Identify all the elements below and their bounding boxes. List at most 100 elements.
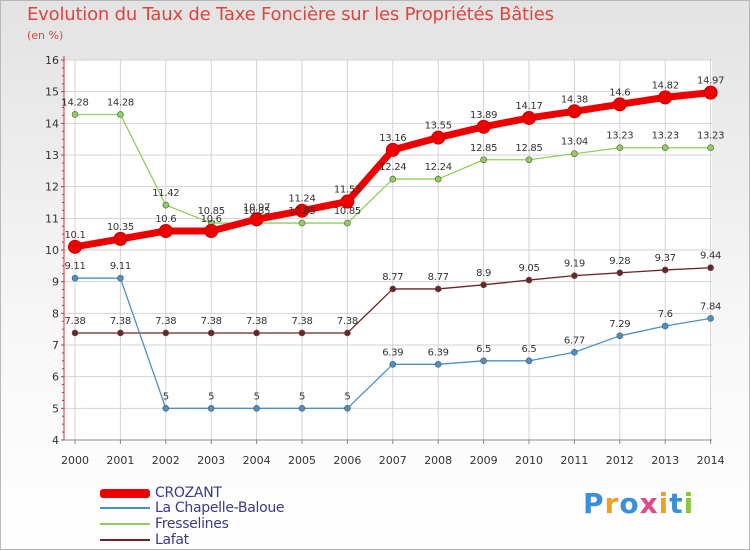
data-label: 7.38	[201, 316, 222, 327]
x-tick-label: 2002	[152, 454, 180, 467]
y-tick-label: 11	[45, 212, 59, 225]
data-point	[571, 348, 578, 356]
data-label: 13.23	[652, 131, 679, 142]
legend-item-la-chapelle-baloue: La Chapelle-Baloue	[100, 500, 285, 516]
data-point	[616, 269, 624, 277]
data-label: 6.77	[564, 335, 585, 346]
data-label: 13.23	[697, 131, 724, 142]
legend-swatch-crozant	[100, 488, 150, 498]
x-tick-label: 2007	[379, 454, 407, 467]
data-point	[249, 212, 264, 227]
data-point	[71, 274, 79, 282]
data-label: 7.29	[609, 319, 630, 330]
y-tick-label: 12	[45, 181, 59, 194]
logo-letter: t	[669, 487, 684, 520]
data-label: 8.9	[476, 268, 491, 279]
data-point	[661, 322, 669, 330]
data-point	[703, 85, 718, 100]
y-tick-label: 8	[52, 307, 59, 320]
data-point	[253, 405, 260, 412]
y-tick-label: 7	[52, 339, 59, 352]
data-label: 6.5	[476, 344, 491, 355]
logo-letter: r	[604, 487, 620, 520]
data-point	[389, 285, 397, 293]
data-label: 12.85	[515, 143, 542, 154]
data-label: 10.35	[107, 222, 134, 233]
y-tick-label: 14	[45, 117, 59, 130]
data-label: 5	[163, 391, 169, 402]
x-tick-label: 2012	[606, 454, 634, 467]
data-label: 7.84	[700, 301, 721, 312]
logo-letter: x	[639, 487, 659, 520]
data-label: 10.97	[243, 202, 270, 213]
data-label: 14.6	[609, 87, 630, 98]
data-point	[707, 264, 714, 272]
data-label: 13.04	[561, 137, 588, 148]
legend-label-la-chapelle-baloue: La Chapelle-Baloue	[155, 500, 285, 516]
data-label: 8.77	[382, 272, 403, 283]
chart-title: Evolution du Taux de Taxe Foncière sur l…	[27, 4, 554, 25]
data-label: 14.38	[561, 94, 588, 105]
data-point	[298, 405, 306, 412]
y-tick-label: 10	[45, 244, 59, 257]
data-label: 9.11	[64, 261, 85, 272]
data-label: 10.85	[243, 206, 270, 217]
data-point	[207, 329, 215, 337]
legend-label-lafat: Lafat	[155, 532, 189, 548]
data-label: 7.38	[110, 316, 131, 327]
data-point	[344, 329, 351, 337]
data-point	[522, 110, 536, 125]
data-point	[385, 142, 400, 157]
data-label: 9.37	[655, 253, 676, 264]
y-tick-label: 16	[45, 54, 59, 67]
data-point	[658, 90, 673, 105]
legend-label-crozant: CROZANT	[155, 485, 222, 501]
data-label: 5	[344, 391, 350, 402]
data-point	[162, 201, 170, 209]
x-tick-label: 2013	[651, 454, 679, 467]
legend-item-lafat: Lafat	[100, 532, 189, 548]
data-label: 14.97	[697, 76, 724, 87]
data-label: 14.82	[652, 80, 679, 91]
data-point	[71, 111, 79, 118]
data-label: 5	[254, 391, 260, 402]
data-point	[434, 285, 442, 293]
data-label: 12.24	[425, 162, 452, 173]
data-label: 13.16	[379, 133, 406, 144]
x-tick-label: 2005	[288, 454, 316, 467]
data-point	[117, 329, 124, 337]
y-tick-label: 9	[52, 276, 59, 289]
data-point	[571, 150, 578, 158]
x-tick-label: 2008	[424, 454, 452, 467]
data-label: 10.1	[64, 230, 85, 241]
data-point	[207, 405, 215, 412]
data-label: 7.6	[658, 309, 673, 320]
data-label: 10.85	[288, 206, 315, 217]
data-point	[476, 119, 491, 134]
data-point	[480, 281, 487, 289]
y-tick-label: 4	[52, 434, 59, 447]
data-label: 14.28	[107, 97, 134, 108]
data-point	[298, 219, 306, 227]
data-point	[117, 111, 124, 118]
data-label: 13.23	[606, 131, 633, 142]
data-point	[340, 194, 355, 209]
data-point	[567, 104, 582, 119]
y-tick-label: 5	[52, 402, 59, 415]
data-label: 7.38	[291, 316, 312, 327]
y-tick-label: 6	[52, 371, 59, 384]
data-point	[434, 175, 442, 183]
data-label: 7.38	[64, 316, 85, 327]
data-label: 5	[208, 391, 214, 402]
legend-item-crozant: CROZANT	[100, 485, 222, 501]
data-label: 7.38	[246, 316, 267, 327]
data-label: 11.42	[152, 188, 179, 199]
data-label: 12.85	[470, 143, 497, 154]
data-point	[525, 276, 533, 284]
data-point	[113, 231, 128, 246]
data-point	[295, 203, 309, 218]
data-label: 10.85	[198, 206, 225, 217]
logo-letter: i	[683, 487, 695, 520]
data-point	[68, 239, 82, 254]
